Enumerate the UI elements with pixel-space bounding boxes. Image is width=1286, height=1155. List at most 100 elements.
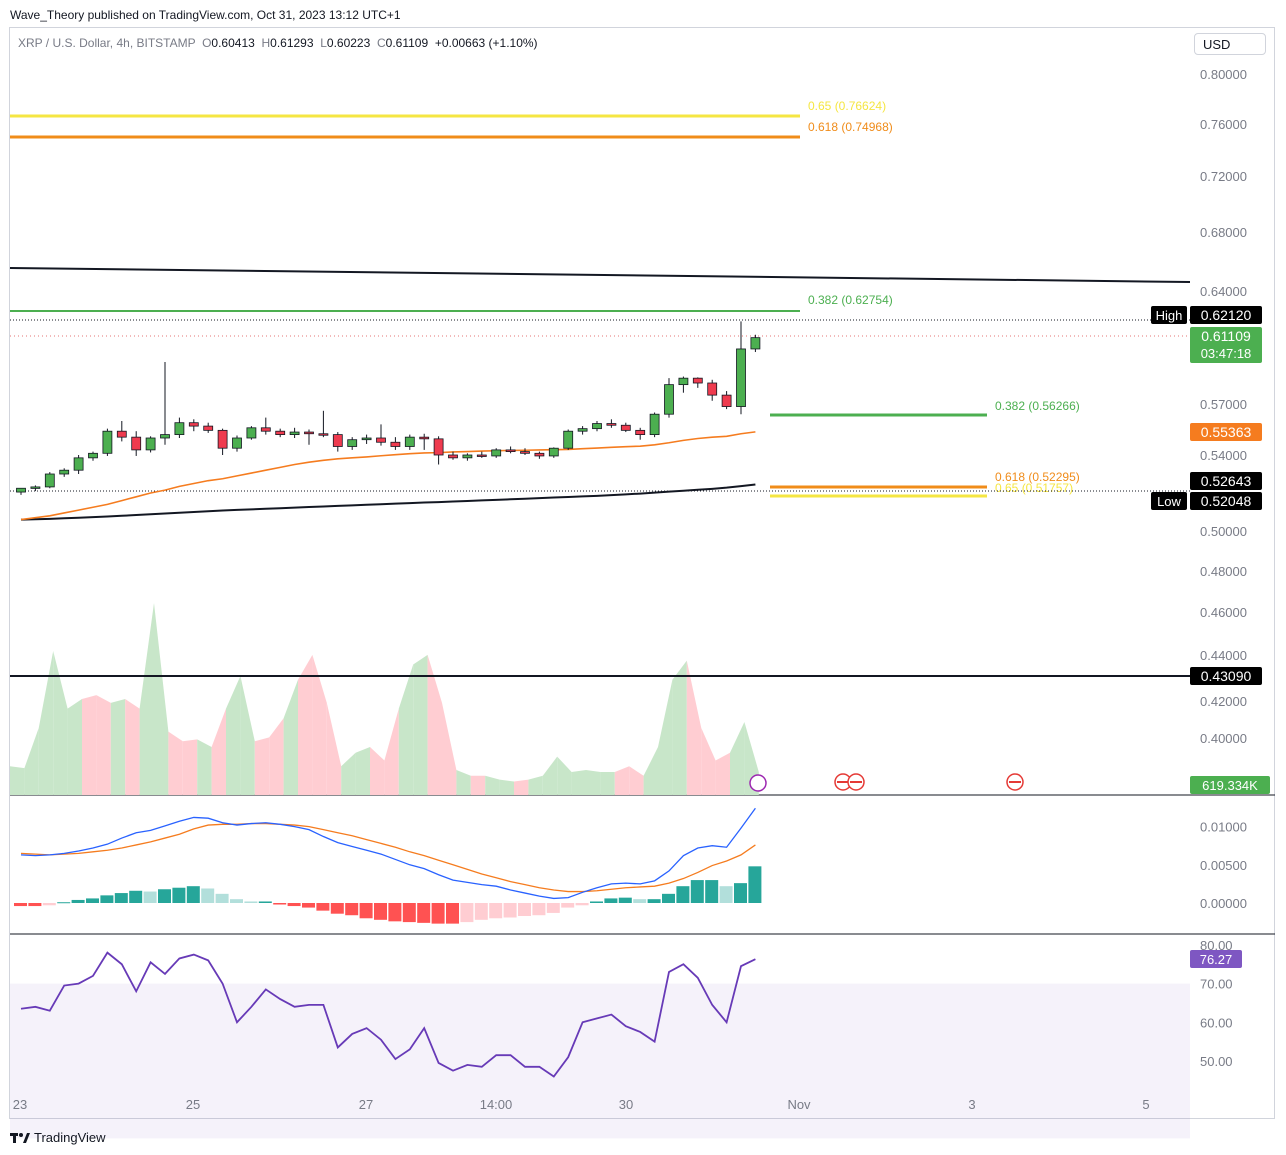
macd-histogram-bar xyxy=(201,888,215,903)
candle-body xyxy=(217,429,228,449)
candle-body xyxy=(404,436,415,447)
price-tag-value: 0.52048 xyxy=(1201,493,1252,509)
candle-body xyxy=(563,430,574,449)
candle-body xyxy=(678,377,689,386)
price-axis-tick: 0.48000 xyxy=(1200,564,1247,579)
footer-brand[interactable]: TradingView xyxy=(34,1130,106,1145)
rsi-tag xyxy=(1190,950,1242,968)
price-tag-label-box xyxy=(1151,306,1187,324)
volume-bar xyxy=(24,727,39,795)
symbol-title[interactable]: XRP / U.S. Dollar, 4h, BITSTAMP xyxy=(18,36,196,50)
macd-histogram-bar xyxy=(71,899,85,903)
time-axis-label: 14:00 xyxy=(480,1097,513,1112)
candle-body xyxy=(73,457,84,471)
volume-bar xyxy=(197,739,212,795)
volume-bar xyxy=(168,731,183,795)
price-tag-value: 0.43090 xyxy=(1201,668,1252,684)
macd-histogram-bar xyxy=(532,903,546,916)
candle-body xyxy=(289,431,300,435)
candle-body xyxy=(203,425,214,431)
macd-histogram-bar xyxy=(662,893,675,903)
candle-body xyxy=(491,449,502,457)
macd-histogram-bar xyxy=(748,866,762,903)
ema-black-line xyxy=(20,483,756,521)
macd-histogram-bar xyxy=(590,901,603,903)
price-tag-label: High xyxy=(1156,308,1183,323)
price-axis-tick: 0.42000 xyxy=(1200,694,1247,709)
time-axis-label: 27 xyxy=(359,1097,373,1112)
low-label: L xyxy=(320,36,327,50)
macd-histogram-bar xyxy=(489,903,503,919)
volume-bar xyxy=(485,775,500,795)
volume-bar xyxy=(370,747,385,795)
volume-bar xyxy=(557,756,572,795)
macd-histogram-bar xyxy=(647,899,661,903)
close-label: C xyxy=(376,36,386,50)
candle-body xyxy=(577,428,588,432)
fib-level-label: 0.65 (0.76624) xyxy=(808,99,886,113)
time-axis-label: 5 xyxy=(1142,1097,1149,1112)
macd-histogram-bar xyxy=(316,903,330,911)
candle-body xyxy=(390,441,401,447)
volume-bar xyxy=(139,603,154,795)
price-tag-value: 0.62120 xyxy=(1201,307,1252,323)
footer: TradingView xyxy=(10,1130,106,1145)
macd-histogram-bar xyxy=(503,903,517,918)
macd-histogram-bar xyxy=(719,886,733,903)
open-value: 0.60413 xyxy=(211,36,255,50)
macd-axis-tick: 0.00500 xyxy=(1200,858,1247,873)
price-axis-tick: 0.68000 xyxy=(1200,225,1247,240)
macd-histogram-bar xyxy=(388,903,402,922)
macd-histogram-bar xyxy=(345,903,359,916)
macd-histogram-bar xyxy=(42,903,56,906)
candle-body xyxy=(88,452,98,459)
macd-histogram-bar xyxy=(14,903,27,907)
volume-bar xyxy=(82,695,97,795)
macd-histogram-bar xyxy=(186,886,200,903)
macd-signal-line xyxy=(20,822,756,893)
fib-level-label: 0.618 (0.52295) xyxy=(995,470,1080,484)
volume-bar xyxy=(571,770,586,795)
macd-histogram-bar xyxy=(618,897,632,903)
ema-orange-line xyxy=(20,431,756,521)
candle-body xyxy=(102,430,113,454)
candle-body xyxy=(260,427,271,432)
candle-body xyxy=(318,433,329,436)
price-tag xyxy=(1190,492,1262,510)
volume-bar xyxy=(326,702,342,795)
candle-body xyxy=(188,422,199,427)
macd-histogram-bar xyxy=(705,880,719,903)
macd-histogram-bar xyxy=(273,903,287,905)
macd-histogram-bar xyxy=(546,903,560,913)
volume-bar xyxy=(643,747,658,795)
macd-histogram-bar xyxy=(474,903,488,920)
macd-histogram-bar xyxy=(114,893,128,903)
price-tag xyxy=(1190,667,1262,685)
candle-body xyxy=(347,439,358,447)
price-axis-tick: 0.40000 xyxy=(1200,731,1247,746)
candle-body xyxy=(145,437,156,451)
volume-bar xyxy=(298,654,313,795)
volume-tag-value: 619.334K xyxy=(1202,778,1258,793)
volume-bar xyxy=(514,779,529,795)
candle-body xyxy=(750,337,761,350)
price-tag xyxy=(1190,306,1262,324)
macd-histogram-bar xyxy=(158,889,171,903)
volume-bar xyxy=(701,727,716,795)
macd-histogram-bar xyxy=(446,903,459,924)
fib-level-label: 0.382 (0.56266) xyxy=(995,399,1080,413)
volume-bar xyxy=(499,779,514,795)
macd-histogram-bar xyxy=(690,880,704,903)
candle-body xyxy=(361,437,372,441)
volume-bar xyxy=(269,718,284,795)
macd-histogram-bar xyxy=(402,903,416,923)
volume-bar xyxy=(730,722,745,795)
candle-body xyxy=(592,423,602,430)
macd-histogram-bar xyxy=(734,883,747,903)
macd-histogram-bar xyxy=(86,898,99,903)
currency-button[interactable]: USD xyxy=(1194,33,1266,55)
macd-histogram-bar xyxy=(633,899,647,903)
high-label: H xyxy=(261,36,271,50)
close-value: 0.61109 xyxy=(385,36,429,50)
